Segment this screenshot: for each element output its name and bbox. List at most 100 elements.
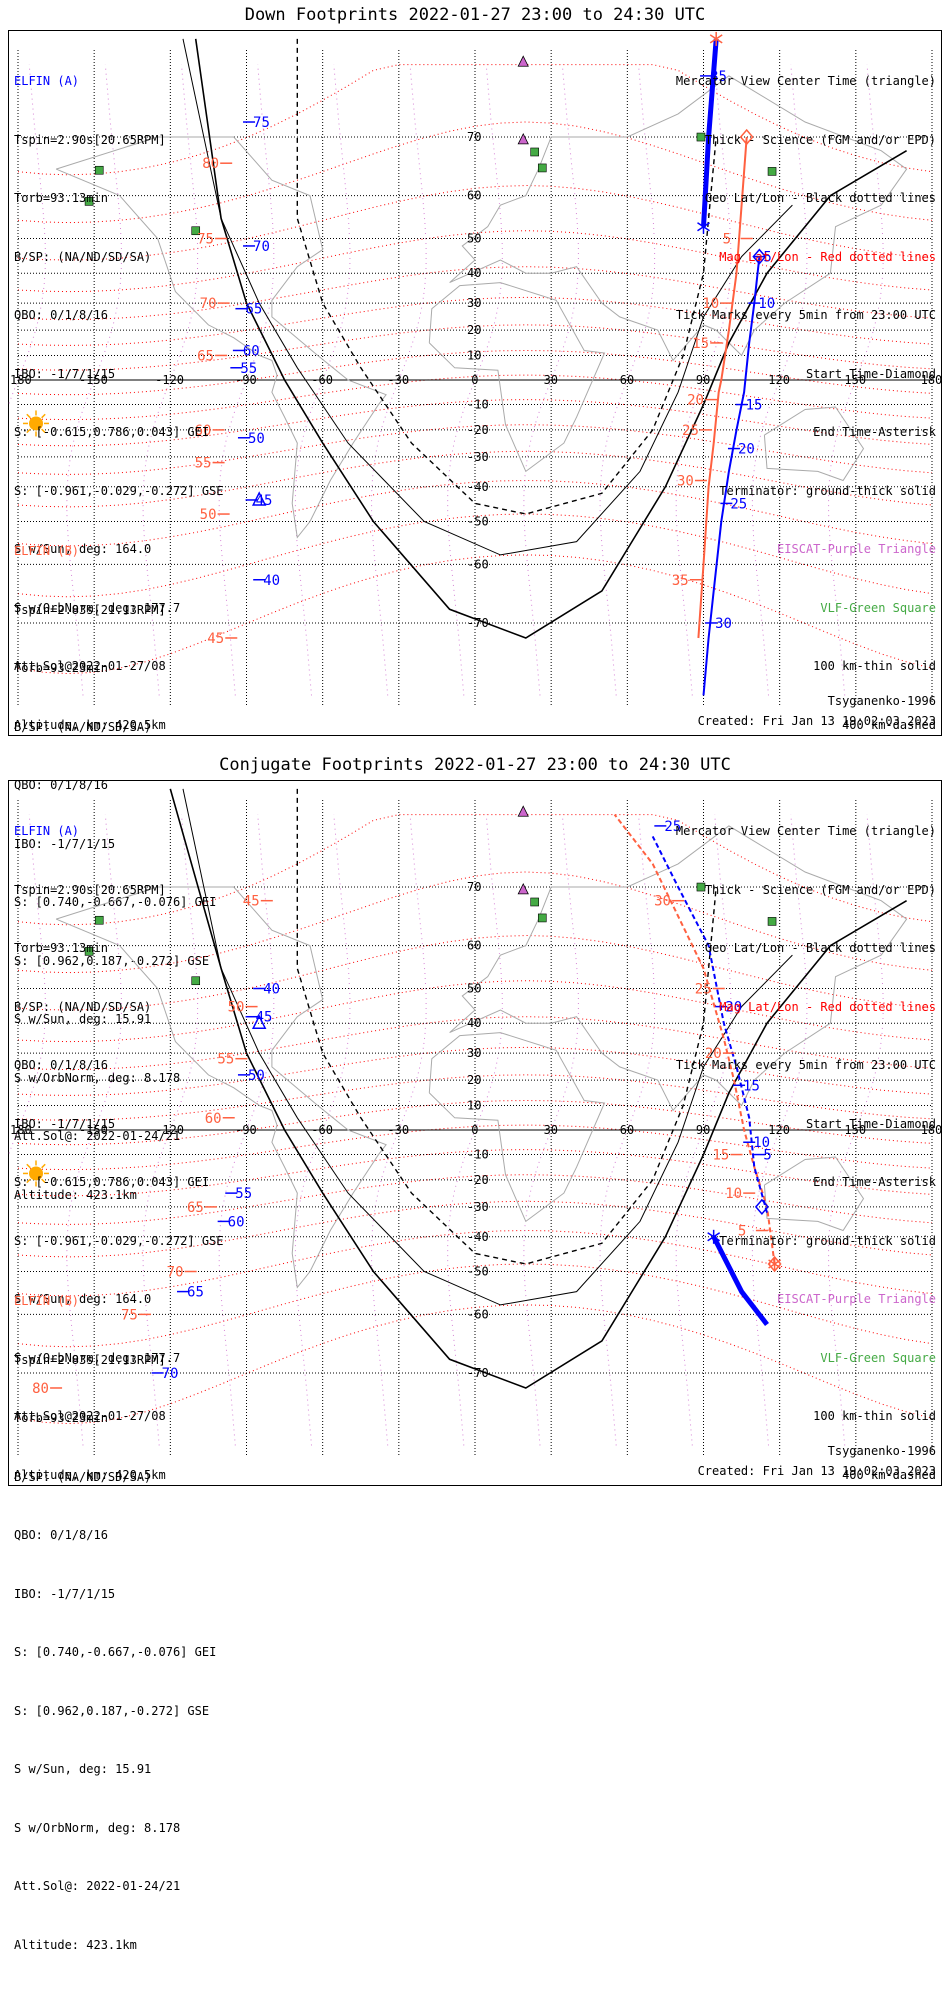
info-line: B/SP: (NA/ND/SD/SA) xyxy=(14,719,152,734)
vlf-square xyxy=(537,163,547,173)
info-line: S: [-0.615,0.786,0.043] GEI xyxy=(14,425,210,439)
end-asterisk xyxy=(697,222,710,232)
lon-tick-label: 30 xyxy=(544,373,558,387)
info-line: Altitude, km: 420.5km xyxy=(14,1467,166,1482)
info-line: Torb=93.23min xyxy=(14,1411,108,1425)
legend-item: Terminator: ground-thick solid xyxy=(719,1233,936,1248)
elfin-b-tick-label: 65 xyxy=(197,348,214,364)
elfin-b-tick-label: 5 xyxy=(738,1224,746,1240)
lon-tick-label: 90 xyxy=(696,373,710,387)
vlf-square xyxy=(94,165,104,175)
mag-lat-line xyxy=(17,374,933,421)
info-line: S w/Sun, deg: 164.0 xyxy=(14,542,152,556)
info-line: S: [-0.961,-0.029,-0.272] GSE xyxy=(14,483,224,498)
elfin-b-tick-label: 60 xyxy=(195,423,212,439)
info-line: S w/OrbNorm, deg: 8.178 xyxy=(14,1820,181,1835)
sun-ray xyxy=(26,413,31,419)
legend-item: Terminator: ground-thick solid xyxy=(719,483,936,498)
start-diamond xyxy=(752,248,767,265)
mag-lat-line xyxy=(17,1016,933,1071)
elfin-b-tick-label: 50 xyxy=(228,1000,245,1016)
terminator-100km xyxy=(182,788,793,1306)
start-diamond xyxy=(754,1198,769,1216)
vlf-square xyxy=(530,147,539,157)
coastline xyxy=(55,886,387,1289)
down-footprints-panel: Down Footprints 2022-01-27 23:00 to 24:3… xyxy=(0,0,950,1202)
lat-tick-label: 10 xyxy=(467,1098,481,1112)
elfin-a-tick-label: 50 xyxy=(248,1068,265,1084)
info-line: IBO: -1/7/1/15 xyxy=(14,1586,116,1601)
end-asterisk xyxy=(709,34,723,44)
map-frame xyxy=(8,30,942,736)
elfin-a-tick-label: 65 xyxy=(187,1285,204,1301)
elfin-a-science-segment xyxy=(711,1235,769,1327)
vlf-square xyxy=(84,947,94,956)
elfin-a-label: ELFIN (A) xyxy=(14,74,80,88)
info-line: S: [0.962,0.187,-0.272] GSE xyxy=(14,953,210,968)
elfin-a-track xyxy=(702,256,761,696)
map-legend: Mercator View Center Time (triangle) Thi… xyxy=(676,783,936,1524)
elfin-b-tick-label: 70 xyxy=(167,1264,184,1280)
lat-tick-label: 40 xyxy=(467,266,481,280)
coastline xyxy=(428,282,606,473)
lon-tick-label: -180 xyxy=(8,1123,32,1137)
elfin-a-info: ELFIN (A) Tspin=2.90s[20.65RPM] Torb=93.… xyxy=(14,33,224,774)
elfin-b-tick-label: 45 xyxy=(207,631,224,647)
conjugate-footprints-panel: Conjugate Footprints 2022-01-27 23:00 to… xyxy=(0,750,950,1952)
elfin-b-tick-label: 30 xyxy=(677,474,694,490)
model-label: Tsyganenko-1996 xyxy=(827,1444,936,1458)
elfin-b-tick-label: 60 xyxy=(205,1111,222,1127)
info-line: Tspin=2.90s[20.65RPM] xyxy=(14,132,166,147)
lon-tick-label: -60 xyxy=(311,1123,333,1137)
mag-lat-line xyxy=(17,266,933,321)
elfin-b-tick-label: 65 xyxy=(187,1200,204,1216)
elfin-a-tick-label: 75 xyxy=(253,115,270,131)
elfin-b-tick-label: 30 xyxy=(654,894,671,910)
elfin-a-tick-label: 40 xyxy=(263,573,280,589)
sun-ray xyxy=(41,1163,46,1169)
mag-lat-line xyxy=(17,424,933,475)
vlf-square xyxy=(767,167,777,176)
legend-item: Thick - Science (FGM and/or EPD) xyxy=(704,882,936,897)
info-line: IBO: -1/7/1/15 xyxy=(14,1116,116,1131)
info-line: QBO: 0/1/8/16 xyxy=(14,1058,108,1072)
legend-item: End Time-Asterisk xyxy=(813,1175,936,1189)
info-line: S w/OrbNorm, deg: 8.178 xyxy=(14,1070,181,1085)
info-line: Att.Sol@2022-01-27/08 xyxy=(14,659,166,673)
elfin-a-tick-label: 5 xyxy=(763,250,771,266)
legend-item: Geo Lat/Lon - Black dotted lines xyxy=(704,941,936,955)
legend-item: Mercator View Center Time (triangle) xyxy=(675,74,936,88)
elfin-a-tick-label: 20 xyxy=(725,1000,742,1016)
elfin-a-tick-label: 50 xyxy=(248,431,265,447)
lon-tick-label: 120 xyxy=(768,373,790,387)
lat-tick-label: -40 xyxy=(467,480,489,494)
elfin-b-tick-label: 75 xyxy=(197,232,214,248)
info-line: B/SP: (NA/ND/SD/SA) xyxy=(14,249,152,264)
center-time-triangle xyxy=(251,491,267,506)
eiscat-triangle xyxy=(517,55,529,67)
lat-tick-label: 10 xyxy=(467,348,481,362)
legend-item: Start Time-Diamond xyxy=(805,1116,936,1131)
legend-item: EISCAT-Purple Triangle xyxy=(777,1292,936,1306)
lon-tick-label: 90 xyxy=(696,1123,710,1137)
elfin-a-track xyxy=(651,835,768,1213)
coastline xyxy=(55,136,387,539)
lon-tick-label: 0 xyxy=(471,1123,478,1137)
legend-item: 100 km-thin solid xyxy=(813,659,936,673)
info-line: Tspin=2.83s[21.13RPM] xyxy=(14,1352,166,1367)
center-time-triangle xyxy=(251,1014,267,1029)
elfin-b-tick-label: 75 xyxy=(121,1307,138,1323)
sun-icon xyxy=(29,1166,43,1181)
created-label: Created: Fri Jan 13 19:02:03 2023 xyxy=(697,714,936,728)
end-asterisk xyxy=(768,1259,782,1269)
lon-tick-label: -180 xyxy=(8,373,32,387)
vlf-square xyxy=(767,917,777,926)
legend-item: EISCAT-Purple Triangle xyxy=(777,542,936,556)
elfin-b-tick-label: 25 xyxy=(682,423,699,439)
legend-item: Mag Lat/Lon - Red dotted lines xyxy=(719,999,936,1014)
info-line: S w/Sun, deg: 164.0 xyxy=(14,1292,152,1306)
legend-item: Tick Marks every 5min from 23:00 UTC xyxy=(675,308,936,322)
eiscat-triangle xyxy=(517,805,529,817)
terminator-400km xyxy=(296,38,717,515)
eiscat-triangle xyxy=(517,132,529,145)
